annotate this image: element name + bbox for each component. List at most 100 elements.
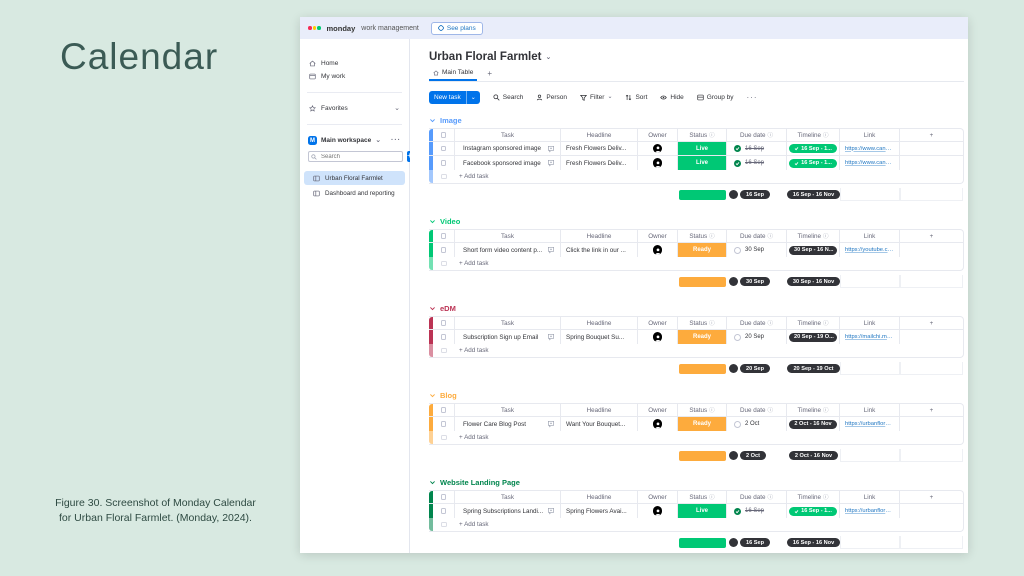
status-pill[interactable]: Ready	[678, 243, 726, 257]
timeline-cell[interactable]: 16 Sep - 1...	[787, 142, 840, 155]
column-header-timeline[interactable]: Timeline ⓘ	[787, 129, 840, 141]
status-cell[interactable]: Live	[678, 156, 727, 170]
status-distribution-bar[interactable]	[679, 189, 726, 200]
column-header-timeline[interactable]: Timeline ⓘ	[787, 230, 840, 242]
add-task-button[interactable]: + Add task	[459, 521, 489, 528]
column-header-headline[interactable]: Headline	[561, 317, 638, 329]
column-header-timeline[interactable]: Timeline ⓘ	[787, 491, 840, 503]
column-header-link[interactable]: Link	[840, 317, 900, 329]
column-header-link[interactable]: Link	[840, 129, 900, 141]
row-checkbox[interactable]	[440, 247, 447, 253]
group-collapse-chevron[interactable]	[429, 218, 436, 225]
column-header-owner[interactable]: Owner	[638, 491, 678, 503]
column-header-status[interactable]: Status ⓘ	[678, 404, 727, 416]
group-title[interactable]: Website Landing Page	[440, 477, 520, 487]
due-date-cell[interactable]: 30 Sep	[727, 243, 787, 257]
add-column-button[interactable]: +	[929, 406, 934, 414]
headline-cell[interactable]: Spring Flowers Avai...	[561, 504, 638, 518]
column-header-headline[interactable]: Headline	[561, 129, 638, 141]
column-header-owner[interactable]: Owner	[638, 404, 678, 416]
column-header-headline[interactable]: Headline	[561, 230, 638, 242]
group-title[interactable]: Blog	[440, 390, 457, 400]
owner-cell[interactable]	[638, 156, 678, 170]
group-collapse-chevron[interactable]	[429, 117, 436, 124]
timeline-cell[interactable]: 16 Sep - 1...	[787, 156, 840, 170]
owner-cell[interactable]	[638, 142, 678, 155]
column-header-headline[interactable]: Headline	[561, 404, 638, 416]
add-update-icon[interactable]	[547, 246, 555, 254]
sidebar-item-my-work[interactable]: My work	[300, 70, 409, 83]
column-header-due-date[interactable]: Due date ⓘ	[727, 404, 787, 416]
link-cell[interactable]: https://mailchi.mp/...	[840, 330, 900, 344]
add-task-row[interactable]: + Add task	[429, 257, 963, 270]
group-title[interactable]: Image	[440, 115, 462, 125]
task-cell[interactable]: Spring Subscriptions Landi...	[455, 504, 561, 518]
group-collapse-chevron[interactable]	[429, 479, 436, 486]
row-checkbox[interactable]	[440, 421, 447, 427]
status-distribution-bar[interactable]	[679, 276, 726, 287]
group-collapse-chevron[interactable]	[429, 392, 436, 399]
group-title[interactable]: Video	[440, 216, 461, 226]
deadline-status-icon[interactable]	[734, 159, 741, 167]
column-header-task[interactable]: Task	[455, 404, 561, 416]
due-date-cell[interactable]: 20 Sep	[727, 330, 787, 344]
headline-cell[interactable]: Spring Bouquet Su...	[561, 330, 638, 344]
task-cell[interactable]: Facebook sponsored image	[455, 156, 561, 170]
due-date-cell[interactable]: 16 Sep	[727, 504, 787, 518]
status-pill[interactable]: Ready	[678, 417, 726, 431]
add-task-row[interactable]: + Add task	[429, 170, 963, 183]
add-board-button[interactable]: +	[407, 151, 412, 162]
owner-cell[interactable]	[638, 243, 678, 257]
status-pill[interactable]: Live	[678, 504, 726, 518]
column-header-task[interactable]: Task	[455, 491, 561, 503]
status-cell[interactable]: Live	[678, 142, 727, 155]
owner-cell[interactable]	[638, 504, 678, 518]
status-pill[interactable]: Live	[678, 156, 726, 170]
add-column-button[interactable]: +	[929, 319, 934, 327]
owner-cell[interactable]	[638, 330, 678, 344]
sidebar-search-input[interactable]	[308, 151, 403, 162]
column-header-due-date[interactable]: Due date ⓘ	[727, 230, 787, 242]
add-update-icon[interactable]	[547, 159, 555, 167]
add-task-button[interactable]: + Add task	[459, 173, 489, 180]
column-header-link[interactable]: Link	[840, 404, 900, 416]
column-header-task[interactable]: Task	[455, 129, 561, 141]
add-view-button[interactable]: +	[487, 69, 492, 78]
toolbar-sort[interactable]: Sort	[625, 94, 647, 101]
add-update-icon[interactable]	[547, 507, 555, 515]
headline-cell[interactable]: Fresh Flowers Deliv...	[561, 142, 638, 155]
toolbar-hide[interactable]: Hide	[660, 94, 684, 101]
toolbar-more-icon[interactable]: ···	[746, 92, 758, 102]
sidebar-item-home[interactable]: Home	[300, 57, 409, 70]
timeline-pill[interactable]: 16 Sep - 1...	[789, 506, 837, 516]
timeline-pill[interactable]: 2 Oct - 16 Nov	[789, 419, 837, 429]
deadline-status-icon[interactable]	[734, 507, 741, 515]
sidebar-item-favorites[interactable]: Favorites ⌄	[300, 102, 409, 115]
tab-main-table[interactable]: Main Table	[429, 69, 478, 81]
add-task-row[interactable]: + Add task	[429, 431, 963, 444]
deadline-status-icon[interactable]	[734, 420, 741, 428]
toolbar-filter[interactable]: Filter ⌄	[579, 94, 612, 101]
new-task-button[interactable]: New task ⌄	[429, 90, 480, 104]
select-all-checkbox[interactable]	[440, 494, 447, 500]
column-header-link[interactable]: Link	[840, 230, 900, 242]
deadline-status-icon[interactable]	[734, 145, 741, 152]
task-cell[interactable]: Short form video content p...	[455, 243, 561, 257]
headline-cell[interactable]: Want Your Bouquet...	[561, 417, 638, 431]
status-cell[interactable]: Ready	[678, 330, 727, 344]
add-task-button[interactable]: + Add task	[459, 260, 489, 267]
column-header-due-date[interactable]: Due date ⓘ	[727, 129, 787, 141]
sidebar-board-item[interactable]: Urban Floral Farmlet	[304, 171, 405, 185]
headline-cell[interactable]: Click the link in our ...	[561, 243, 638, 257]
timeline-pill[interactable]: 30 Sep - 16 N...	[789, 245, 837, 255]
deadline-status-icon[interactable]	[734, 333, 741, 341]
add-task-row[interactable]: + Add task	[429, 344, 963, 357]
column-header-task[interactable]: Task	[455, 230, 561, 242]
add-update-icon[interactable]	[547, 145, 555, 153]
task-cell[interactable]: Subscription Sign up Email	[455, 330, 561, 344]
timeline-cell[interactable]: 16 Sep - 1...	[787, 504, 840, 518]
link-cell[interactable]: https://www.canva...	[840, 156, 900, 170]
row-checkbox[interactable]	[440, 160, 447, 166]
status-distribution-bar[interactable]	[679, 450, 726, 461]
add-update-icon[interactable]	[547, 333, 555, 341]
